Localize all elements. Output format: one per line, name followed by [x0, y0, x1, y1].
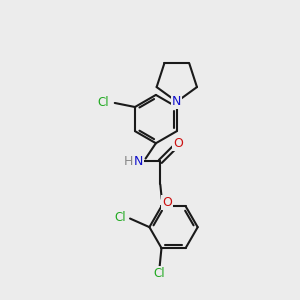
Text: O: O — [173, 137, 183, 150]
Text: O: O — [162, 196, 172, 208]
Text: Cl: Cl — [114, 211, 126, 224]
Text: Cl: Cl — [154, 267, 165, 280]
Text: N: N — [134, 155, 143, 168]
Text: N: N — [172, 95, 182, 108]
Text: Cl: Cl — [98, 97, 109, 110]
Text: H: H — [124, 155, 133, 168]
